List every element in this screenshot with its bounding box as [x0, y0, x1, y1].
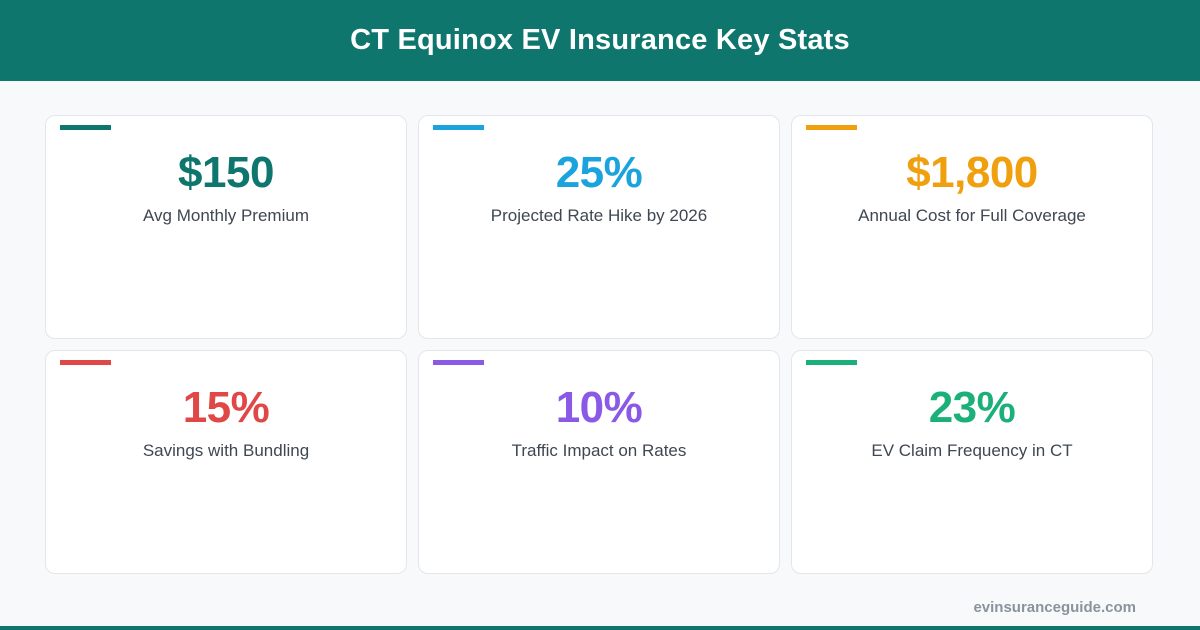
card-accent-bar	[433, 360, 484, 365]
stat-value: 15%	[182, 383, 270, 432]
stat-card-ev-claim-frequency: 23% EV Claim Frequency in CT	[791, 350, 1153, 574]
card-accent-bar	[60, 360, 111, 365]
stat-label: Annual Cost for Full Coverage	[858, 206, 1086, 225]
stat-card-avg-monthly-premium: $150 Avg Monthly Premium	[45, 115, 407, 339]
stat-label: Traffic Impact on Rates	[511, 441, 687, 460]
stat-card-traffic-impact: 10% Traffic Impact on Rates	[418, 350, 780, 574]
stat-value: 23%	[928, 383, 1016, 432]
stat-card-bundling-savings: 15% Savings with Bundling	[45, 350, 407, 574]
stat-card-projected-rate-hike: 25% Projected Rate Hike by 2026	[418, 115, 780, 339]
header-banner: CT Equinox EV Insurance Key Stats	[0, 0, 1200, 81]
stat-label: EV Claim Frequency in CT	[871, 441, 1073, 460]
stat-label: Avg Monthly Premium	[143, 206, 309, 225]
footer-bar	[0, 626, 1200, 630]
page-title: CT Equinox EV Insurance Key Stats	[350, 24, 850, 56]
stat-value: $150	[178, 148, 274, 197]
card-accent-bar	[60, 125, 111, 130]
card-accent-bar	[806, 360, 857, 365]
stat-label: Projected Rate Hike by 2026	[490, 206, 708, 225]
card-accent-bar	[433, 125, 484, 130]
stat-label: Savings with Bundling	[142, 441, 310, 460]
stats-grid: $150 Avg Monthly Premium 25% Projected R…	[45, 115, 1155, 576]
stat-value: $1,800	[906, 148, 1038, 197]
stat-value: 25%	[555, 148, 643, 197]
card-accent-bar	[806, 125, 857, 130]
stat-value: 10%	[555, 383, 643, 432]
site-credit: evinsuranceguide.com	[973, 599, 1136, 616]
stat-card-annual-cost: $1,800 Annual Cost for Full Coverage	[791, 115, 1153, 339]
